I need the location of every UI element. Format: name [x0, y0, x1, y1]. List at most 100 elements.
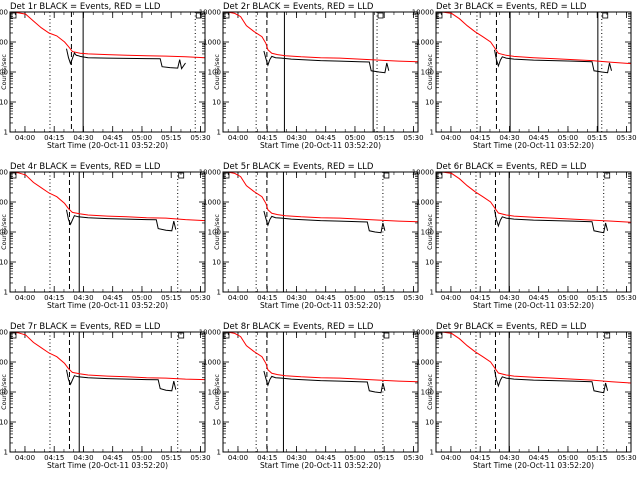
x-tick-label: 05:30 [190, 454, 210, 462]
y-tick-label: 10 [212, 259, 221, 267]
lld-series-line [223, 12, 418, 63]
detector-panel: Det 3r BLACK = Events, RED = LLD 1 10 100 10… [412, 2, 637, 150]
x-tick-label: 05:15 [374, 134, 394, 142]
y-tick-label: 100 [208, 229, 221, 237]
x-axis-label: Start Time (20-Oct-11 03:52:20) [260, 141, 381, 150]
corner-marker [383, 172, 390, 179]
x-axis-label: Start Time (20-Oct-11 03:52:20) [47, 461, 168, 470]
x-tick-label: 04:15 [44, 294, 64, 302]
x-tick-label: 05:00 [558, 134, 578, 142]
detector-panel: Det 5r BLACK = Events, RED = LLD 1 10 100 10… [199, 162, 424, 310]
y-tick-label: 10000 [199, 329, 221, 337]
lld-series-line [223, 172, 418, 223]
x-tick-label: 05:00 [558, 454, 578, 462]
x-tick-label: 05:15 [374, 454, 394, 462]
x-tick-label: 05:00 [132, 454, 152, 462]
x-tick-label: 05:15 [161, 134, 181, 142]
y-tick-label: 10000 [412, 169, 434, 177]
events-series-line [263, 50, 390, 74]
y-tick-label: 10000 [412, 9, 434, 17]
y-tick-label: 10 [0, 259, 8, 267]
x-tick-label: 04:15 [257, 454, 277, 462]
detector-panel: Det 7r BLACK = Events, RED = LLD 1 10 100 10… [0, 322, 211, 470]
panel-title: Det 6r BLACK = Events, RED = LLD [436, 162, 587, 172]
y-tick-label: 1 [430, 449, 434, 457]
x-tick-label: 04:00 [441, 294, 461, 302]
x-tick-label: 05:30 [190, 294, 210, 302]
y-tick-label: 100 [0, 389, 8, 397]
x-tick-label: 04:00 [228, 134, 248, 142]
lld-series-line [10, 172, 205, 222]
corner-marker [223, 332, 230, 339]
y-tick-label: 1 [217, 289, 221, 297]
x-tick-label: 05:15 [587, 294, 607, 302]
y-tick-label: 10 [425, 99, 434, 107]
corner-marker [604, 332, 611, 339]
detector-panel: Det 1r BLACK = Events, RED = LLD 1 10 100 10… [0, 2, 211, 150]
plot-frame [222, 171, 419, 293]
plot-frame [9, 11, 206, 133]
corner-marker [436, 332, 443, 339]
events-series-line [494, 49, 612, 74]
x-tick-label: 04:45 [103, 454, 123, 462]
events-series-line [66, 48, 186, 70]
x-axis-label: Start Time (20-Oct-11 03:52:20) [47, 301, 168, 310]
x-tick-label: 04:30 [499, 454, 519, 462]
y-axis-label: Counts/sec [213, 54, 221, 90]
x-axis-label: Start Time (20-Oct-11 03:52:20) [473, 301, 594, 310]
x-tick-label: 05:30 [403, 294, 423, 302]
y-tick-label: 1000 [416, 39, 434, 47]
x-tick-label: 05:00 [558, 294, 578, 302]
y-tick-label: 100 [421, 389, 434, 397]
x-tick-label: 04:45 [529, 454, 549, 462]
y-tick-label: 10 [0, 419, 8, 427]
x-tick-label: 05:30 [403, 454, 423, 462]
y-axis-label: Counts/sec [426, 54, 434, 90]
x-tick-label: 04:15 [257, 294, 277, 302]
x-tick-label: 04:15 [470, 454, 490, 462]
y-axis-label: Counts/sec [0, 54, 8, 90]
y-tick-label: 1 [430, 289, 434, 297]
lld-series-line [10, 12, 205, 59]
panel-title: Det 1r BLACK = Events, RED = LLD [10, 2, 161, 12]
x-tick-label: 04:30 [286, 134, 306, 142]
panel-title: Det 3r BLACK = Events, RED = LLD [436, 2, 587, 12]
x-axis-label: Start Time (20-Oct-11 03:52:20) [473, 141, 594, 150]
corner-marker [383, 332, 390, 339]
x-axis-label: Start Time (20-Oct-11 03:52:20) [47, 141, 168, 150]
x-tick-label: 05:30 [403, 134, 423, 142]
corner-marker [604, 172, 611, 179]
x-tick-label: 04:00 [15, 134, 35, 142]
lld-series-line [223, 332, 418, 383]
detector-panel: Det 6r BLACK = Events, RED = LLD 1 10 100 10… [412, 162, 637, 310]
events-series-line [66, 209, 177, 232]
y-axis-label: Counts/sec [0, 214, 8, 250]
plot-frame [222, 11, 419, 133]
plot-frame [435, 331, 632, 453]
y-tick-label: 100 [0, 69, 8, 77]
corner-marker [223, 172, 230, 179]
x-tick-label: 04:00 [441, 454, 461, 462]
x-tick-label: 05:15 [374, 294, 394, 302]
y-axis-label: Counts/sec [0, 374, 8, 410]
events-series-line [263, 370, 386, 394]
events-series-line [494, 369, 609, 394]
corner-marker [10, 12, 17, 19]
y-tick-label: 1 [217, 449, 221, 457]
y-tick-label: 1000 [416, 359, 434, 367]
x-tick-label: 04:45 [529, 294, 549, 302]
panel-title: Det 9r BLACK = Events, RED = LLD [436, 322, 587, 332]
x-axis-label: Start Time (20-Oct-11 03:52:20) [473, 461, 594, 470]
x-tick-label: 05:30 [616, 134, 636, 142]
x-axis-label: Start Time (20-Oct-11 03:52:20) [260, 301, 381, 310]
corner-marker [178, 172, 185, 179]
panel-title: Det 8r BLACK = Events, RED = LLD [223, 322, 374, 332]
corner-marker [195, 12, 202, 19]
y-tick-label: 1000 [203, 199, 221, 207]
y-axis-label: Counts/sec [426, 214, 434, 250]
lld-series-line [436, 172, 631, 223]
plot-frame [435, 171, 632, 293]
y-tick-label: 100 [421, 229, 434, 237]
x-tick-label: 04:30 [73, 134, 93, 142]
